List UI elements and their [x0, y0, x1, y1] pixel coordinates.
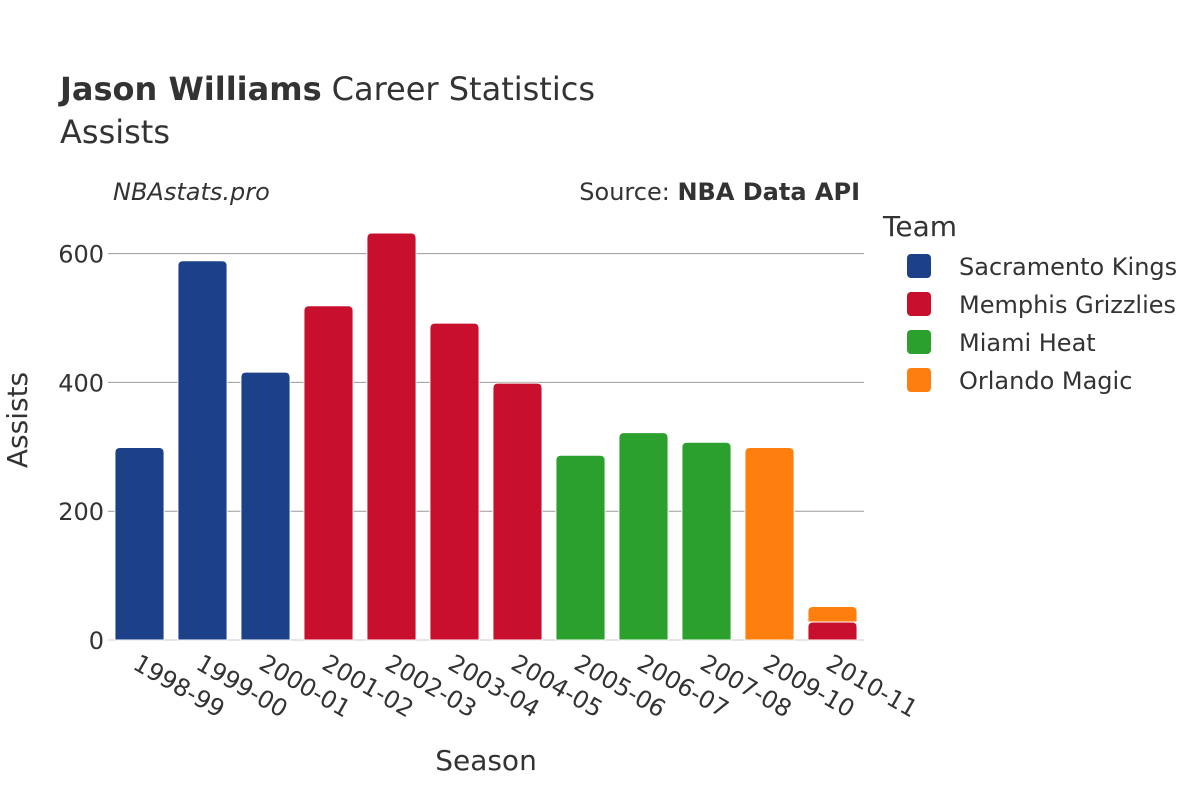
- chart-title: Jason Williams Career Statistics: [58, 70, 595, 108]
- bar-1999-00-sacramento-kings: [177, 260, 228, 641]
- x-axis-ticks: 1998-991999-002000-012001-022002-032003-…: [129, 649, 923, 723]
- legend-label: Sacramento Kings: [959, 253, 1177, 281]
- chart-title-player: Jason Williams: [58, 70, 322, 108]
- bar-2006-07-miami-heat: [618, 432, 669, 641]
- grid-lines: [108, 253, 864, 641]
- legend-title: Team: [882, 210, 957, 243]
- bar-2009-10-orlando-magic: [744, 446, 795, 641]
- bars: [114, 232, 858, 641]
- source-credit: Source: NBA Data API: [579, 178, 860, 206]
- legend-swatch: [907, 292, 931, 316]
- bar-2010-11-memphis-grizzlies: [807, 621, 858, 641]
- bar-1998-99-sacramento-kings: [114, 446, 165, 641]
- legend-swatch: [907, 368, 931, 392]
- bar-2007-08-miami-heat: [681, 441, 732, 641]
- legend: Sacramento Kings Memphis Grizzlies Miami H…: [907, 253, 1177, 395]
- bar-2005-06-miami-heat: [555, 454, 606, 641]
- y-tick-label: 400: [58, 369, 104, 397]
- legend-label: Miami Heat: [959, 329, 1096, 357]
- source-prefix: Source:: [579, 178, 677, 206]
- legend-label: Memphis Grizzlies: [959, 291, 1176, 319]
- source-name: NBA Data API: [677, 178, 860, 206]
- site-credit: NBAstats.pro: [113, 178, 270, 206]
- legend-label: Orlando Magic: [959, 367, 1132, 395]
- y-tick-label: 600: [58, 241, 104, 269]
- y-tick-label: 200: [58, 498, 104, 526]
- bar-2002-03-memphis-grizzlies: [366, 232, 417, 641]
- bar-2001-02-memphis-grizzlies: [303, 305, 354, 641]
- bar-2010-11-orlando-magic: [807, 606, 858, 623]
- bar-2004-05-memphis-grizzlies: [492, 382, 543, 641]
- bar-2000-01-sacramento-kings: [240, 371, 291, 641]
- x-axis-title: Season: [435, 744, 537, 777]
- legend-swatch: [907, 330, 931, 354]
- y-axis-ticks: 0 200 400 600: [58, 241, 104, 655]
- legend-swatch: [907, 254, 931, 278]
- y-axis-title: Assists: [1, 372, 34, 468]
- bar-2003-04-memphis-grizzlies: [429, 322, 480, 641]
- chart-subtitle: Assists: [60, 113, 170, 151]
- y-tick-label: 0: [89, 627, 104, 655]
- chart-title-rest: Career Statistics: [332, 70, 595, 108]
